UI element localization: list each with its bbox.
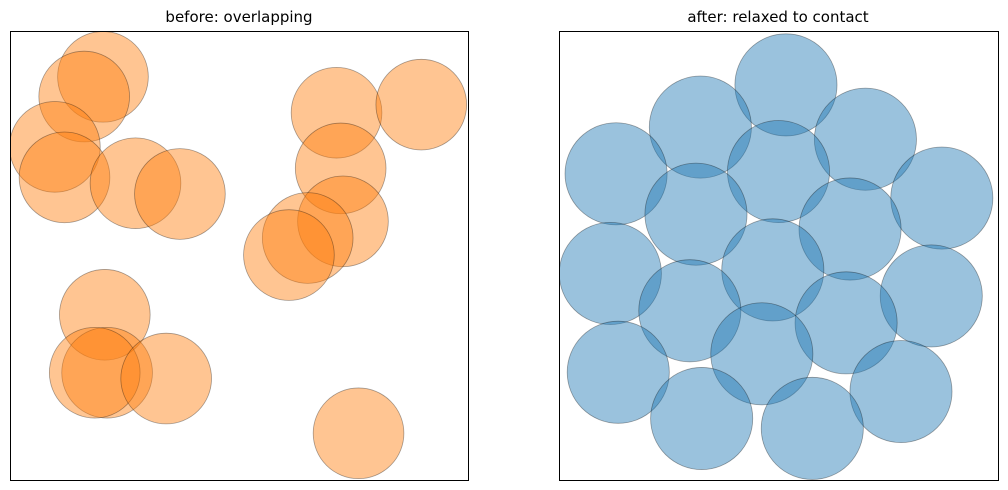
- before-circle-6: [134, 148, 226, 240]
- before-plot-frame: [10, 31, 469, 481]
- after-circles: [559, 33, 994, 480]
- before-panel: before: overlapping: [10, 8, 469, 481]
- before-circle-14: [61, 326, 153, 419]
- after-circle-5: [727, 120, 830, 223]
- after-panel: after: relaxed to contact: [559, 8, 999, 481]
- before-circle-7: [290, 66, 383, 159]
- after-circle-4: [564, 122, 668, 226]
- after-circle-10: [721, 218, 825, 322]
- after-circle-14: [710, 302, 814, 406]
- after-circle-15: [566, 320, 670, 424]
- after-plot-frame: [559, 31, 999, 481]
- after-circle-8: [798, 177, 902, 281]
- before-circle-5: [89, 137, 182, 229]
- before-circle-13: [59, 269, 151, 361]
- after-circle-17: [849, 340, 953, 444]
- before-circle-2: [38, 50, 130, 143]
- before-circle-9: [294, 122, 387, 215]
- before-circle-15: [48, 326, 141, 419]
- before-circle-8: [375, 58, 468, 151]
- after-circle-6: [890, 146, 994, 250]
- before-circles: [10, 31, 468, 480]
- after-circle-2: [648, 75, 752, 179]
- after-circle-3: [813, 87, 917, 191]
- after-panel-title: after: relaxed to contact: [687, 8, 868, 26]
- before-circle-11: [261, 192, 354, 284]
- before-circle-4: [18, 131, 111, 224]
- before-circle-16: [120, 332, 212, 425]
- after-circle-18: [760, 376, 864, 480]
- after-circle-7: [644, 162, 748, 266]
- before-circle-12: [243, 209, 335, 301]
- before-circle-10: [297, 175, 389, 268]
- before-panel-title: before: overlapping: [165, 8, 312, 26]
- after-circle-12: [638, 259, 742, 363]
- before-circle-17: [312, 387, 405, 480]
- after-circle-13: [794, 271, 898, 375]
- after-circle-1: [734, 33, 838, 137]
- after-circle-11: [879, 244, 983, 348]
- after-circle-16: [650, 367, 754, 470]
- before-circle-3: [10, 101, 101, 193]
